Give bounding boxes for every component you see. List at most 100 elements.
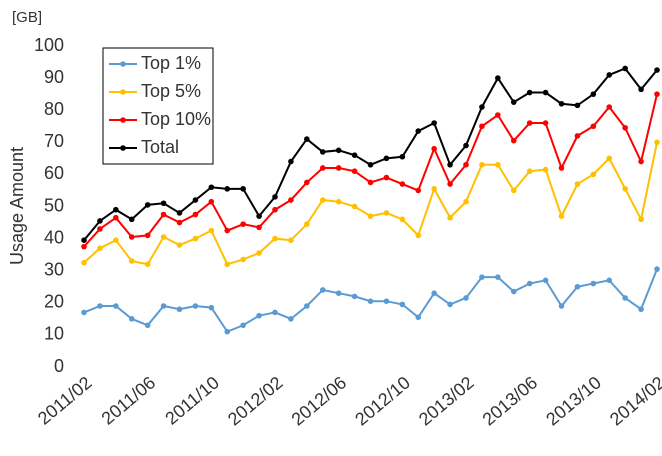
data-point <box>192 211 199 218</box>
data-point <box>431 145 437 152</box>
data-point <box>415 314 422 321</box>
data-point <box>81 243 87 250</box>
data-point <box>495 112 501 118</box>
data-point <box>192 197 199 203</box>
data-point <box>463 198 469 205</box>
data-point <box>654 139 660 146</box>
x-tick-label: 2013/02 <box>415 372 478 429</box>
data-point <box>335 147 342 154</box>
data-point <box>606 72 613 78</box>
data-point <box>97 226 103 232</box>
data-point <box>224 186 231 192</box>
data-point <box>542 277 549 284</box>
data-point <box>558 303 565 309</box>
data-point <box>351 168 358 174</box>
data-point <box>542 120 549 126</box>
data-point <box>128 234 135 240</box>
data-point <box>144 232 151 239</box>
data-point <box>590 280 597 287</box>
data-point <box>272 194 278 200</box>
data-point <box>81 309 87 316</box>
data-point <box>383 174 390 181</box>
data-point <box>622 186 628 192</box>
data-point <box>463 295 469 301</box>
data-point <box>192 303 199 309</box>
data-point <box>510 99 517 105</box>
data-point <box>574 102 581 109</box>
legend-label: Total <box>141 137 179 157</box>
data-point <box>256 312 262 319</box>
data-point <box>367 213 374 219</box>
data-point <box>240 322 246 329</box>
data-point <box>526 280 533 287</box>
data-point <box>463 161 469 168</box>
legend-marker <box>120 117 126 123</box>
data-point <box>558 213 565 219</box>
data-point <box>176 242 183 248</box>
data-point <box>638 306 644 313</box>
data-point <box>288 237 294 244</box>
data-point <box>144 261 151 268</box>
data-point <box>208 227 215 234</box>
y-tick-label: 50 <box>44 195 64 215</box>
data-point <box>272 206 278 213</box>
x-tick-label: 2011/06 <box>98 372 160 428</box>
legend-label: Top 1% <box>141 53 201 73</box>
data-point <box>256 250 262 256</box>
data-point <box>622 125 628 131</box>
data-point <box>574 283 581 290</box>
legend-box <box>102 47 214 165</box>
data-point <box>304 179 310 186</box>
data-point <box>590 123 597 130</box>
data-point <box>431 186 437 192</box>
x-tick-label: 2013/10 <box>542 372 605 429</box>
y-tick-label: 80 <box>44 99 64 119</box>
unit-label: [GB] <box>12 9 42 26</box>
data-point <box>638 158 644 165</box>
data-point <box>383 155 390 162</box>
data-point <box>510 187 517 194</box>
data-point <box>638 86 644 93</box>
data-point <box>383 210 390 216</box>
data-point <box>367 179 374 186</box>
data-point <box>526 89 533 96</box>
data-point <box>510 288 517 295</box>
data-point <box>463 142 469 149</box>
data-point <box>240 256 246 263</box>
data-point <box>335 290 342 296</box>
data-point <box>256 213 262 219</box>
data-point <box>495 161 501 168</box>
data-point <box>447 181 453 187</box>
data-point <box>351 152 358 158</box>
data-point <box>224 227 231 234</box>
data-point <box>399 216 406 223</box>
data-point <box>288 197 294 203</box>
data-point <box>654 266 660 272</box>
data-point <box>447 161 453 168</box>
data-point <box>638 216 644 223</box>
data-point <box>319 287 326 293</box>
data-point <box>304 136 310 142</box>
data-point <box>81 237 87 244</box>
data-point <box>622 65 628 72</box>
data-point <box>558 165 565 171</box>
data-point <box>622 295 628 301</box>
data-point <box>208 198 215 205</box>
data-point <box>590 91 597 97</box>
data-point <box>176 210 183 216</box>
data-point <box>160 211 167 218</box>
x-tick-label: 2012/02 <box>224 372 287 429</box>
data-point <box>447 214 453 221</box>
data-point <box>383 298 390 304</box>
legend-marker <box>120 89 126 95</box>
y-tick-label: 40 <box>44 227 64 247</box>
data-point <box>304 303 310 309</box>
data-point <box>415 232 422 239</box>
data-point <box>128 316 135 322</box>
legend-marker <box>120 61 126 67</box>
data-point <box>574 181 581 187</box>
data-point <box>526 120 533 126</box>
data-point <box>288 158 294 165</box>
data-point <box>128 216 135 223</box>
